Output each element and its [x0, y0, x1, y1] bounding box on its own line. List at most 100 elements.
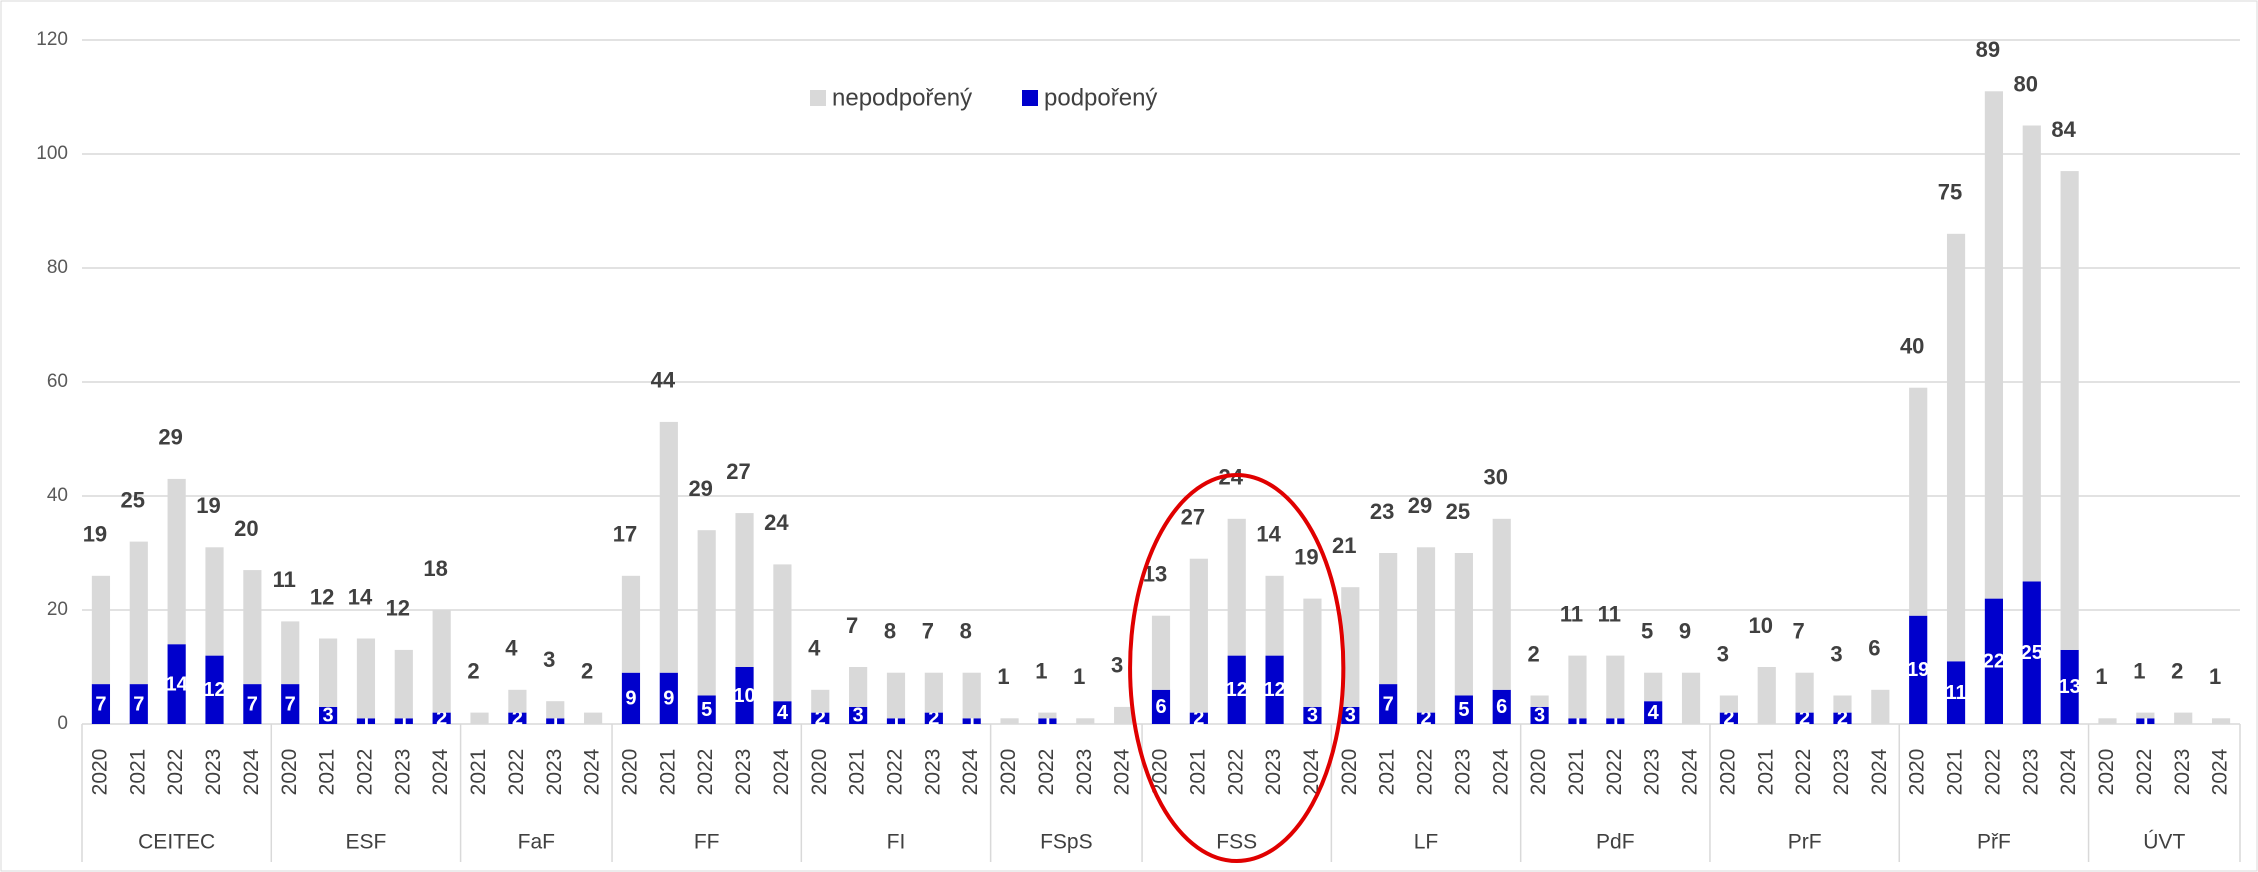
x-tick-label: 2022	[1981, 749, 2004, 796]
bar-segment	[773, 701, 792, 724]
x-tick-label: 2024	[959, 748, 982, 795]
value-label: 25	[121, 487, 145, 512]
bar-segment	[91, 575, 111, 685]
value-label: 3	[853, 705, 864, 727]
value-label: 4	[505, 636, 518, 661]
bar-segment	[1719, 695, 1738, 713]
value-label: 21	[1332, 533, 1356, 558]
x-tick-label: 2022	[505, 749, 528, 796]
y-tick-label: 0	[57, 713, 68, 734]
x-tick-label: 2021	[1565, 749, 1588, 796]
value-label: 2	[1799, 708, 1810, 730]
value-label: 1	[2095, 664, 2107, 689]
bar-segment	[1114, 706, 1133, 724]
bar-segment	[356, 718, 376, 724]
value-label: 2	[928, 708, 939, 730]
value-label: 3	[1345, 705, 1356, 727]
value-label: 14	[1256, 522, 1281, 547]
group-label: FSS	[1216, 831, 1257, 854]
y-tick-label: 40	[47, 485, 68, 506]
x-tick-label: 2023	[1262, 749, 1285, 796]
value-label: 19	[1294, 544, 1318, 569]
x-tick-label: 2023	[2019, 749, 2042, 796]
value-label: 75	[1938, 180, 1962, 205]
bar-segment	[129, 684, 148, 724]
x-tick-label: 2024	[581, 748, 604, 795]
value-label: 11	[1598, 601, 1621, 626]
value-label: 14	[348, 584, 373, 609]
value-label: 44	[651, 368, 676, 393]
value-label: 7	[922, 619, 934, 644]
bar-segment	[1303, 706, 1322, 724]
x-tick-label: 2022	[1035, 749, 1058, 796]
bar-segment	[2022, 125, 2041, 582]
bar-segment	[1038, 718, 1057, 724]
value-label: 11	[273, 567, 296, 592]
value-label: 23	[1370, 499, 1394, 524]
value-label: 3	[323, 705, 334, 727]
bar-segment	[886, 672, 906, 719]
value-label: 3	[543, 647, 555, 672]
value-label: 3	[1307, 705, 1318, 727]
x-tick-label: 2024	[429, 748, 452, 795]
value-label: 20	[234, 516, 258, 541]
bar-segment	[2211, 718, 2231, 724]
x-tick-label: 2024	[770, 748, 793, 795]
x-tick-label: 2020	[1149, 749, 1172, 796]
x-tick-label: 2023	[1830, 749, 1853, 796]
x-tick-label: 2022	[1792, 749, 1815, 796]
x-tick-label: 2024	[2057, 748, 2080, 795]
value-label: 2	[512, 708, 523, 730]
bar-segment	[2022, 581, 2041, 724]
value-label: 10	[733, 685, 755, 707]
value-label: 1	[2140, 710, 2151, 732]
value-label: 6	[1155, 696, 1166, 718]
bar-segment	[1227, 655, 1246, 724]
bar-segment	[1681, 672, 1701, 724]
bar-segment	[546, 718, 565, 724]
legend-swatch	[1022, 90, 1038, 106]
value-label: 1	[360, 710, 371, 732]
value-label: 8	[960, 619, 972, 644]
y-tick-label: 60	[47, 371, 68, 392]
bar-segment	[621, 672, 641, 724]
value-label: 1	[1073, 664, 1085, 689]
value-label: 30	[1483, 465, 1507, 490]
value-label: 2	[1420, 708, 1431, 730]
bar-segment	[811, 712, 830, 724]
value-label: 1	[1035, 658, 1047, 683]
value-label: 18	[423, 556, 447, 581]
bar-segment	[1265, 575, 1284, 656]
value-label: 2	[1723, 708, 1734, 730]
bar-segment	[1492, 518, 1511, 690]
x-tick-label: 2020	[1906, 749, 1929, 796]
bar-segment	[773, 564, 792, 702]
bar-segment	[281, 621, 300, 685]
value-label: 7	[95, 693, 106, 715]
value-label: 1	[398, 710, 409, 732]
bar-segment	[1151, 689, 1171, 724]
group-label: PřF	[1977, 831, 2011, 854]
x-tick-label: 2023	[921, 749, 944, 796]
bar-segment	[2098, 718, 2117, 724]
group-label: PrF	[1788, 831, 1822, 854]
x-tick-label: 2020	[1527, 749, 1550, 796]
y-tick-label: 20	[47, 599, 68, 620]
value-label: 27	[726, 459, 750, 484]
value-label: 12	[386, 596, 410, 621]
bar-segment	[1946, 661, 1966, 724]
x-tick-label: 2020	[808, 749, 831, 796]
x-tick-label: 2020	[88, 749, 111, 796]
value-label: 19	[83, 522, 107, 547]
bar-segment	[697, 530, 716, 696]
value-label: 29	[158, 425, 182, 450]
value-label: 22	[1983, 651, 2005, 673]
bar-segment	[1568, 655, 1587, 719]
value-label: 9	[663, 688, 674, 710]
bar-segment	[129, 541, 148, 685]
x-tick-label: 2024	[1111, 748, 1134, 795]
value-label: 89	[1976, 37, 2000, 62]
bar-segment	[1189, 558, 1208, 713]
bar-segment	[2136, 712, 2155, 719]
x-tick-label: 2020	[619, 749, 642, 796]
